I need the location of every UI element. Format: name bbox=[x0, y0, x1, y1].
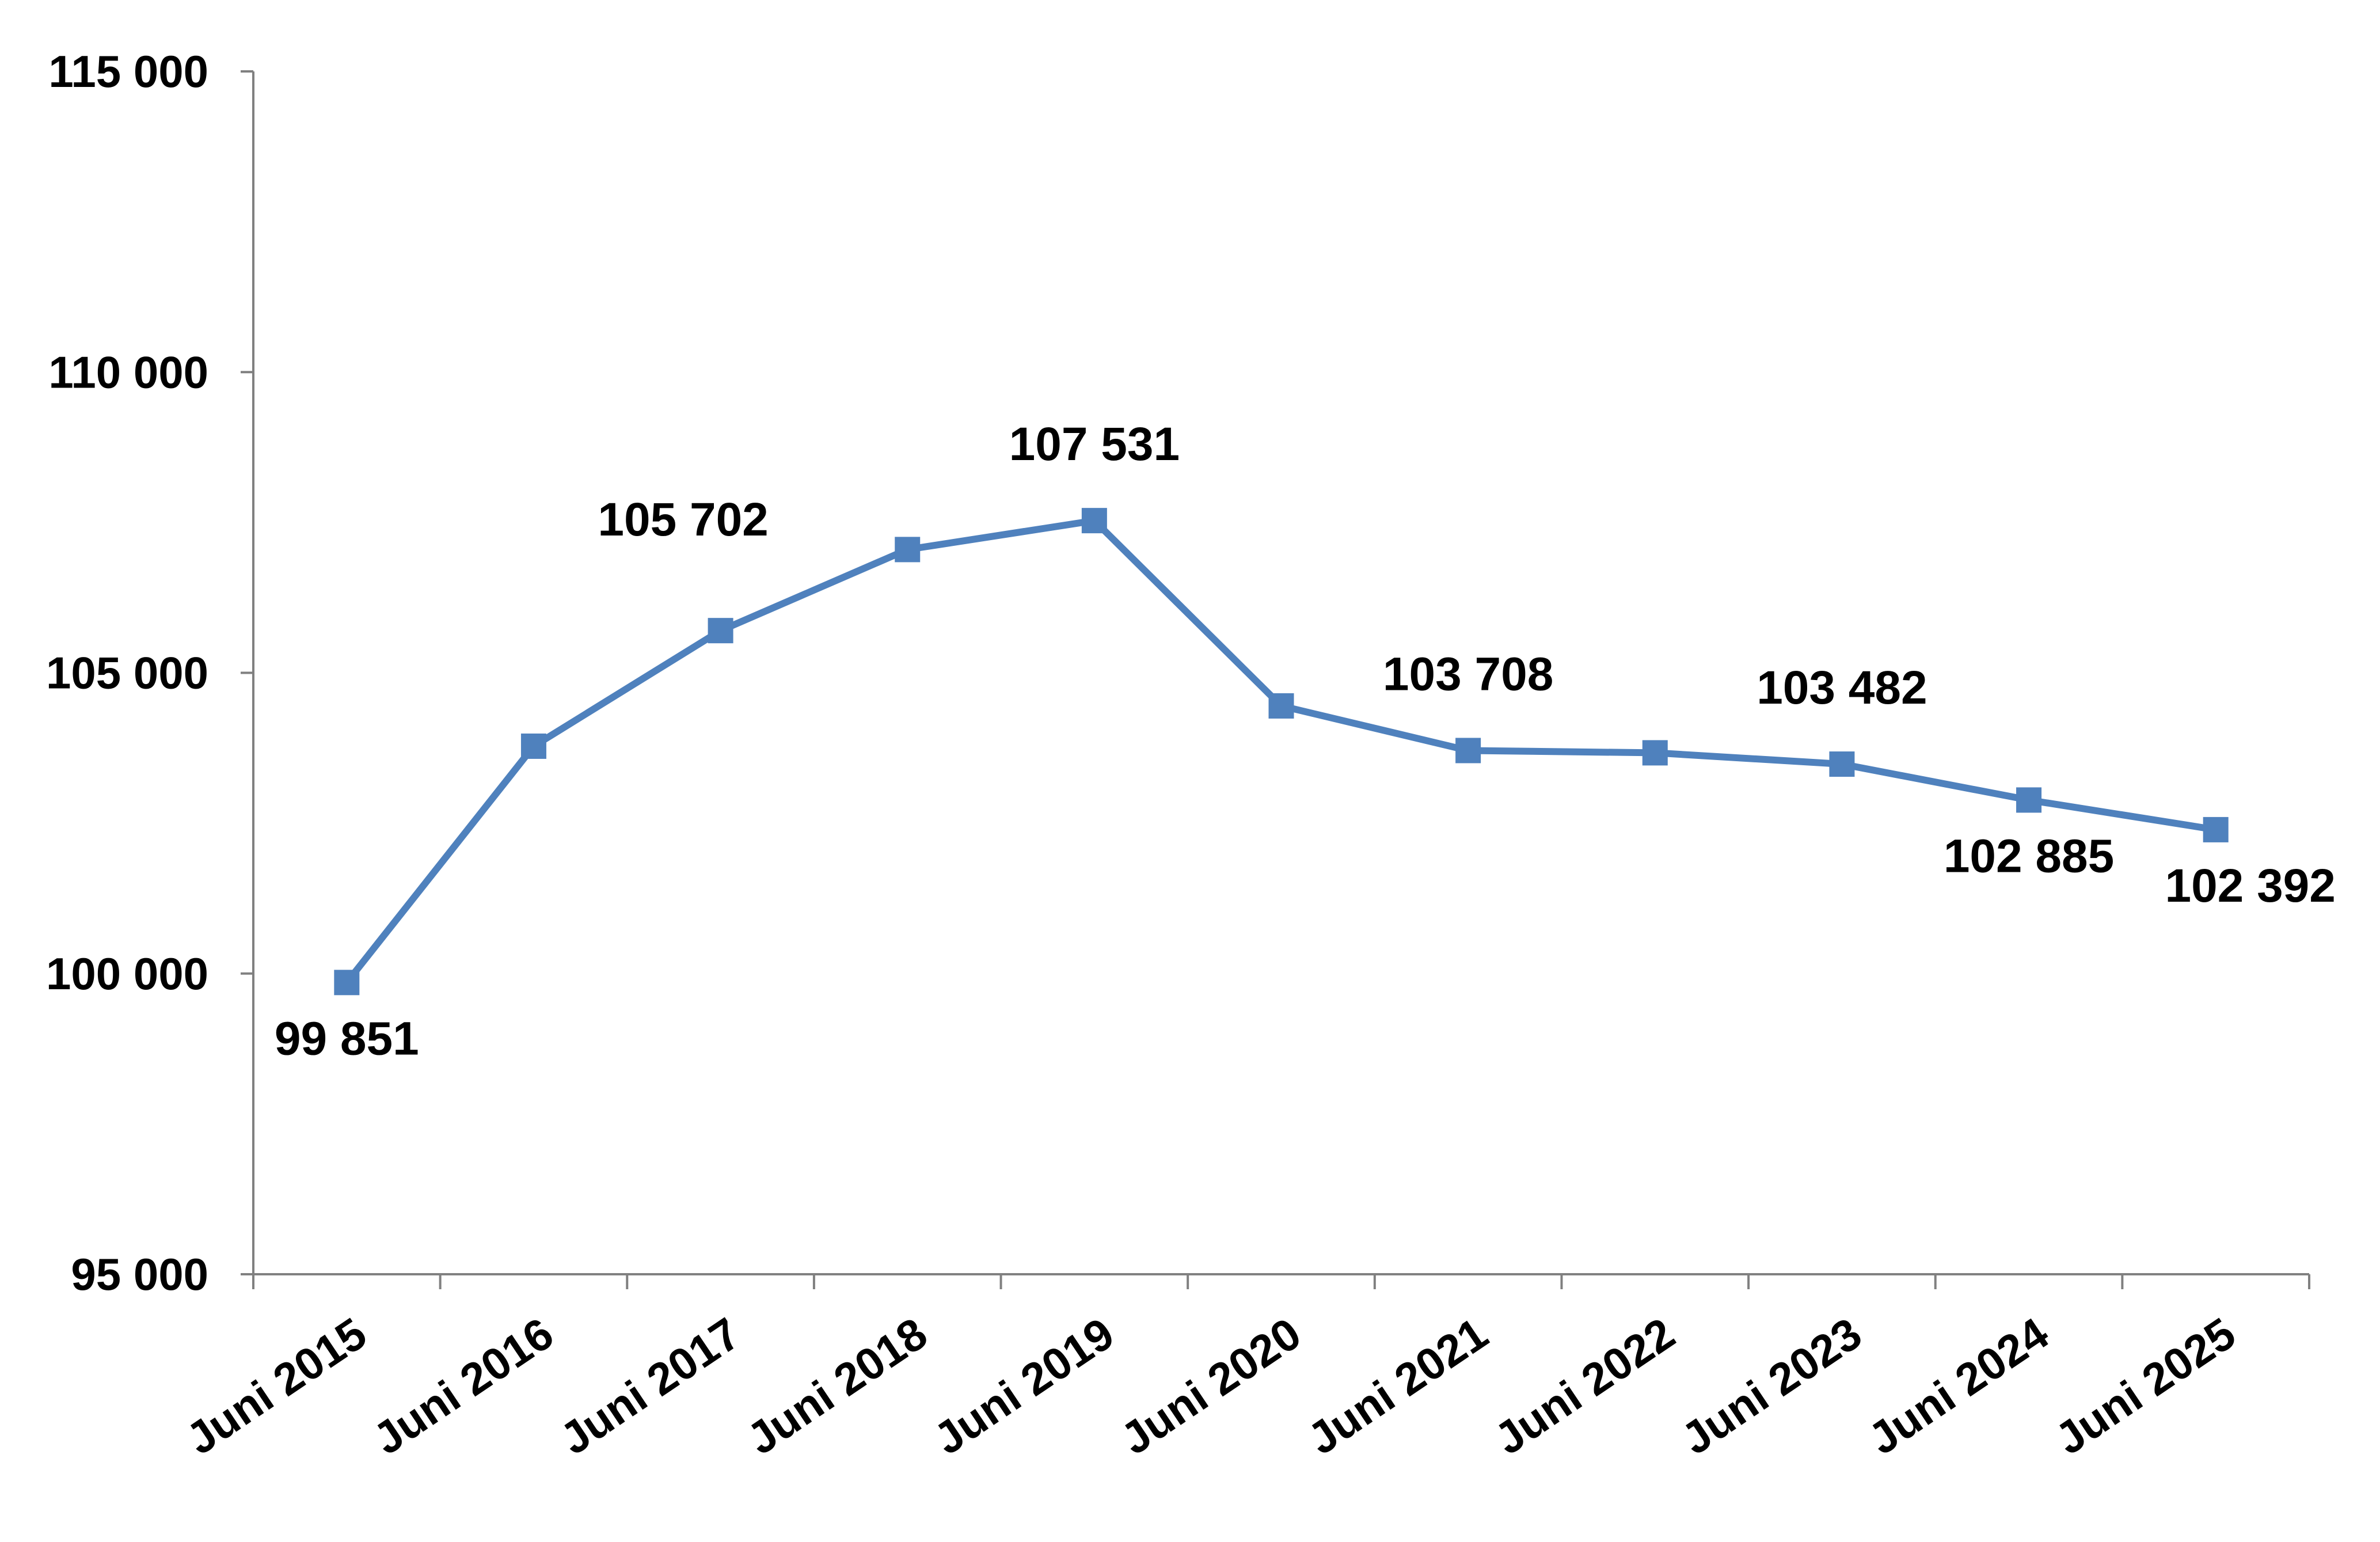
data-label: 99 851 bbox=[275, 1012, 419, 1065]
y-axis-ticks: 95 000 100 000 105 000 110 000 115 000 bbox=[46, 46, 253, 1300]
data-point-marker bbox=[2016, 787, 2042, 813]
data-label: 103 708 bbox=[1383, 648, 1553, 700]
data-point-marker bbox=[2203, 816, 2229, 842]
y-tick-label: 95 000 bbox=[71, 1249, 208, 1300]
data-label: 103 482 bbox=[1757, 662, 1927, 714]
x-tick-label: Juni 2024 bbox=[1860, 1308, 2058, 1464]
data-point-marker bbox=[1642, 740, 1668, 766]
data-point-marker bbox=[895, 537, 921, 563]
data-point-marker bbox=[334, 970, 360, 996]
data-point-markers bbox=[334, 508, 2229, 996]
data-label: 102 885 bbox=[1944, 830, 2114, 882]
y-tick-label: 105 000 bbox=[46, 648, 208, 698]
data-label: 107 531 bbox=[1009, 418, 1180, 470]
x-tick-label: Juni 2016 bbox=[364, 1308, 562, 1464]
x-tick-label: Juni 2021 bbox=[1299, 1308, 1497, 1464]
data-point-marker bbox=[1268, 693, 1294, 719]
x-tick-label: Juni 2019 bbox=[925, 1308, 1123, 1464]
x-tick-label: Juni 2022 bbox=[1485, 1308, 1683, 1464]
x-tick-label: Juni 2015 bbox=[177, 1308, 375, 1464]
x-tick-label: Juni 2018 bbox=[738, 1308, 936, 1464]
y-tick-label: 110 000 bbox=[48, 347, 208, 397]
y-tick-label: 100 000 bbox=[46, 948, 208, 999]
data-label: 102 392 bbox=[2165, 860, 2335, 912]
data-point-marker bbox=[1081, 508, 1107, 534]
y-tick-label: 115 000 bbox=[48, 46, 208, 97]
data-point-marker bbox=[1455, 738, 1481, 764]
data-point-marker bbox=[708, 618, 733, 644]
data-labels: 99 851 105 702 107 531 103 708 103 482 102 88… bbox=[275, 418, 2336, 1065]
data-point-marker bbox=[1829, 751, 1855, 777]
x-tick-label: Juni 2023 bbox=[1672, 1308, 1870, 1464]
series-line bbox=[343, 517, 2219, 986]
x-tick-label: Juni 2025 bbox=[2046, 1308, 2244, 1464]
x-tick-label: Juni 2020 bbox=[1112, 1308, 1310, 1464]
data-point-marker bbox=[520, 733, 546, 759]
x-tick-label: Juni 2017 bbox=[551, 1308, 749, 1464]
data-label: 105 702 bbox=[598, 493, 768, 546]
